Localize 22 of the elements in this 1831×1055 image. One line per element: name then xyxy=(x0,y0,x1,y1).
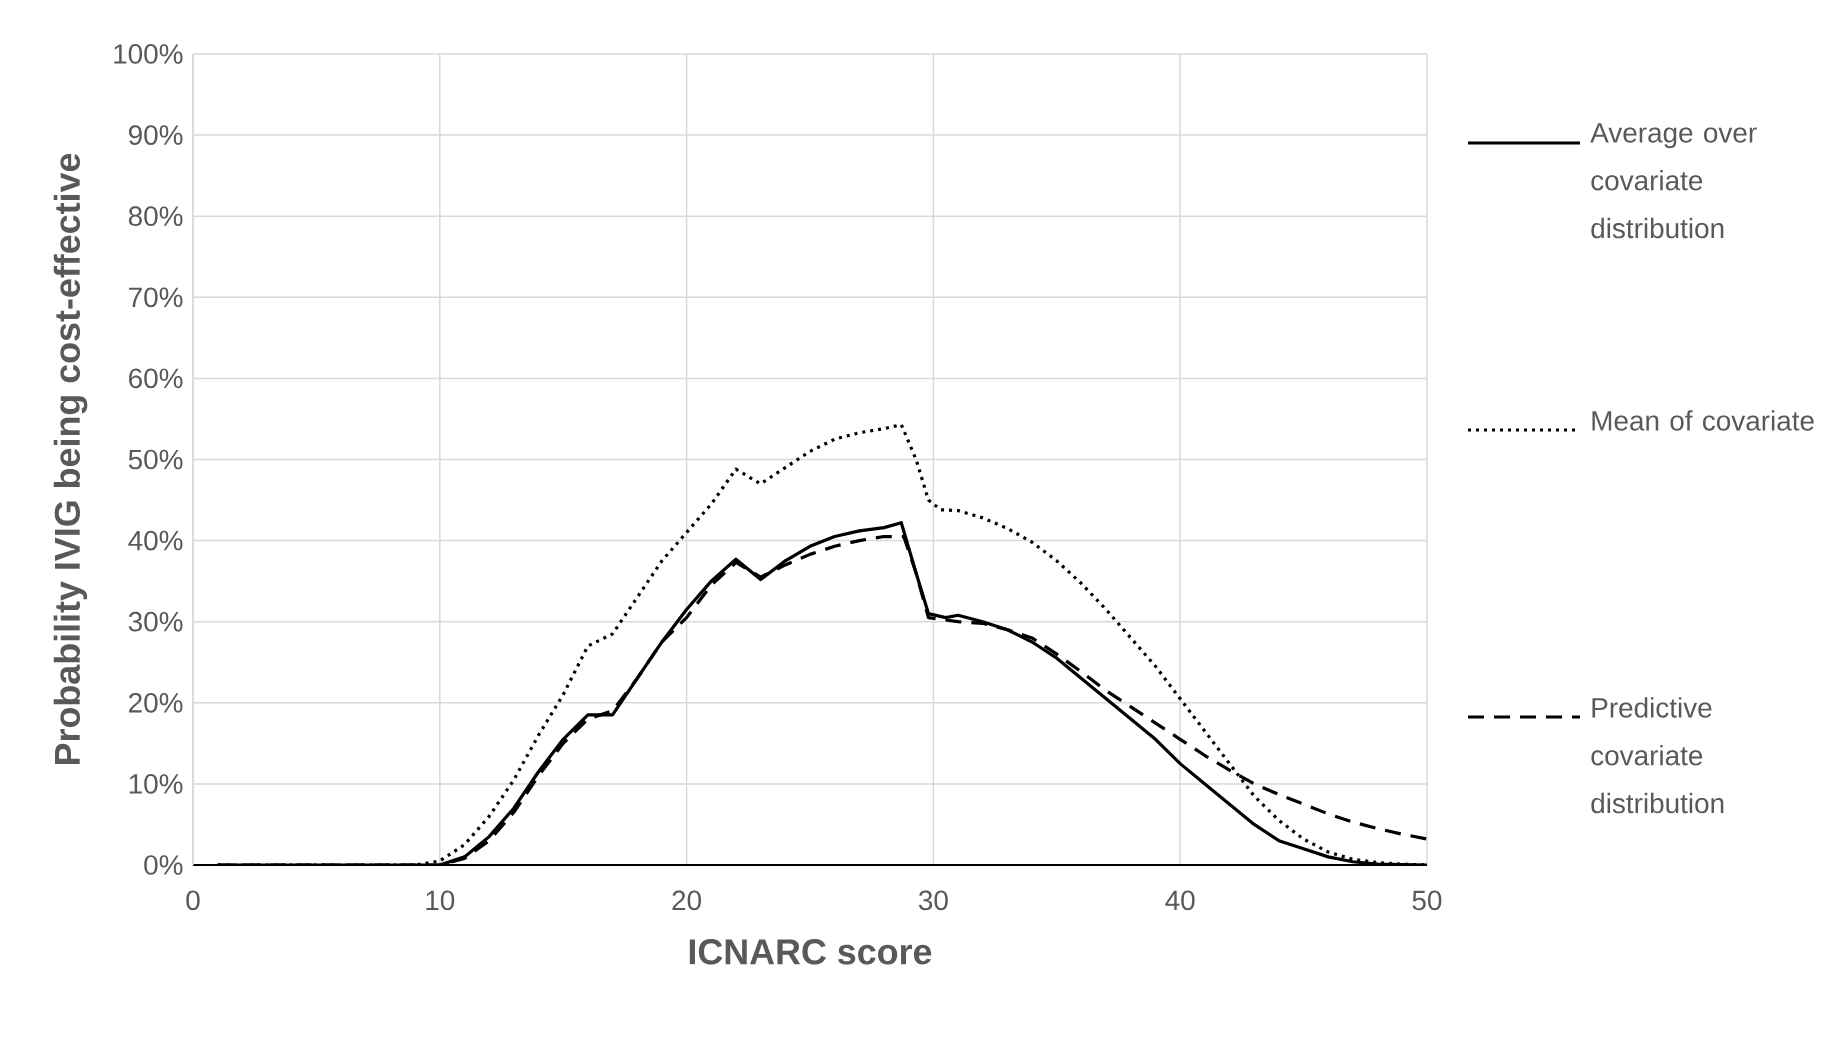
y-tick-label: 80% xyxy=(128,206,183,227)
y-tick-label: 10% xyxy=(129,774,183,794)
y-tick-label: 70% xyxy=(129,287,183,308)
y-tick-label: 0% xyxy=(144,855,183,875)
y-tick-label: 50% xyxy=(128,449,183,470)
y-axis-title: Probability IVIG being cost-effective xyxy=(53,153,88,765)
x-tick-label: 50 xyxy=(1412,890,1442,911)
y-tick-label: 90% xyxy=(128,125,183,145)
x-tick-label: 30 xyxy=(918,890,948,911)
legend-label: Mean of covariate xyxy=(1592,410,1814,431)
y-tick-label: 60% xyxy=(129,368,183,389)
legend-label: Average over covariate distribution xyxy=(1590,123,1757,239)
y-tick-label: 30% xyxy=(128,611,183,632)
x-tick-label: 0 xyxy=(186,890,200,911)
y-tick-label: 100% xyxy=(114,44,183,64)
x-tick-label: 40 xyxy=(1165,890,1195,911)
x-tick-label: 10 xyxy=(426,890,455,911)
y-tick-label: 20% xyxy=(129,692,183,713)
y-tick-label: 40% xyxy=(128,530,183,551)
x-tick-label: 20 xyxy=(672,890,701,911)
legend-label: Predictive covariate distribution xyxy=(1591,697,1724,814)
x-axis-title: ICNARC score xyxy=(689,939,932,965)
